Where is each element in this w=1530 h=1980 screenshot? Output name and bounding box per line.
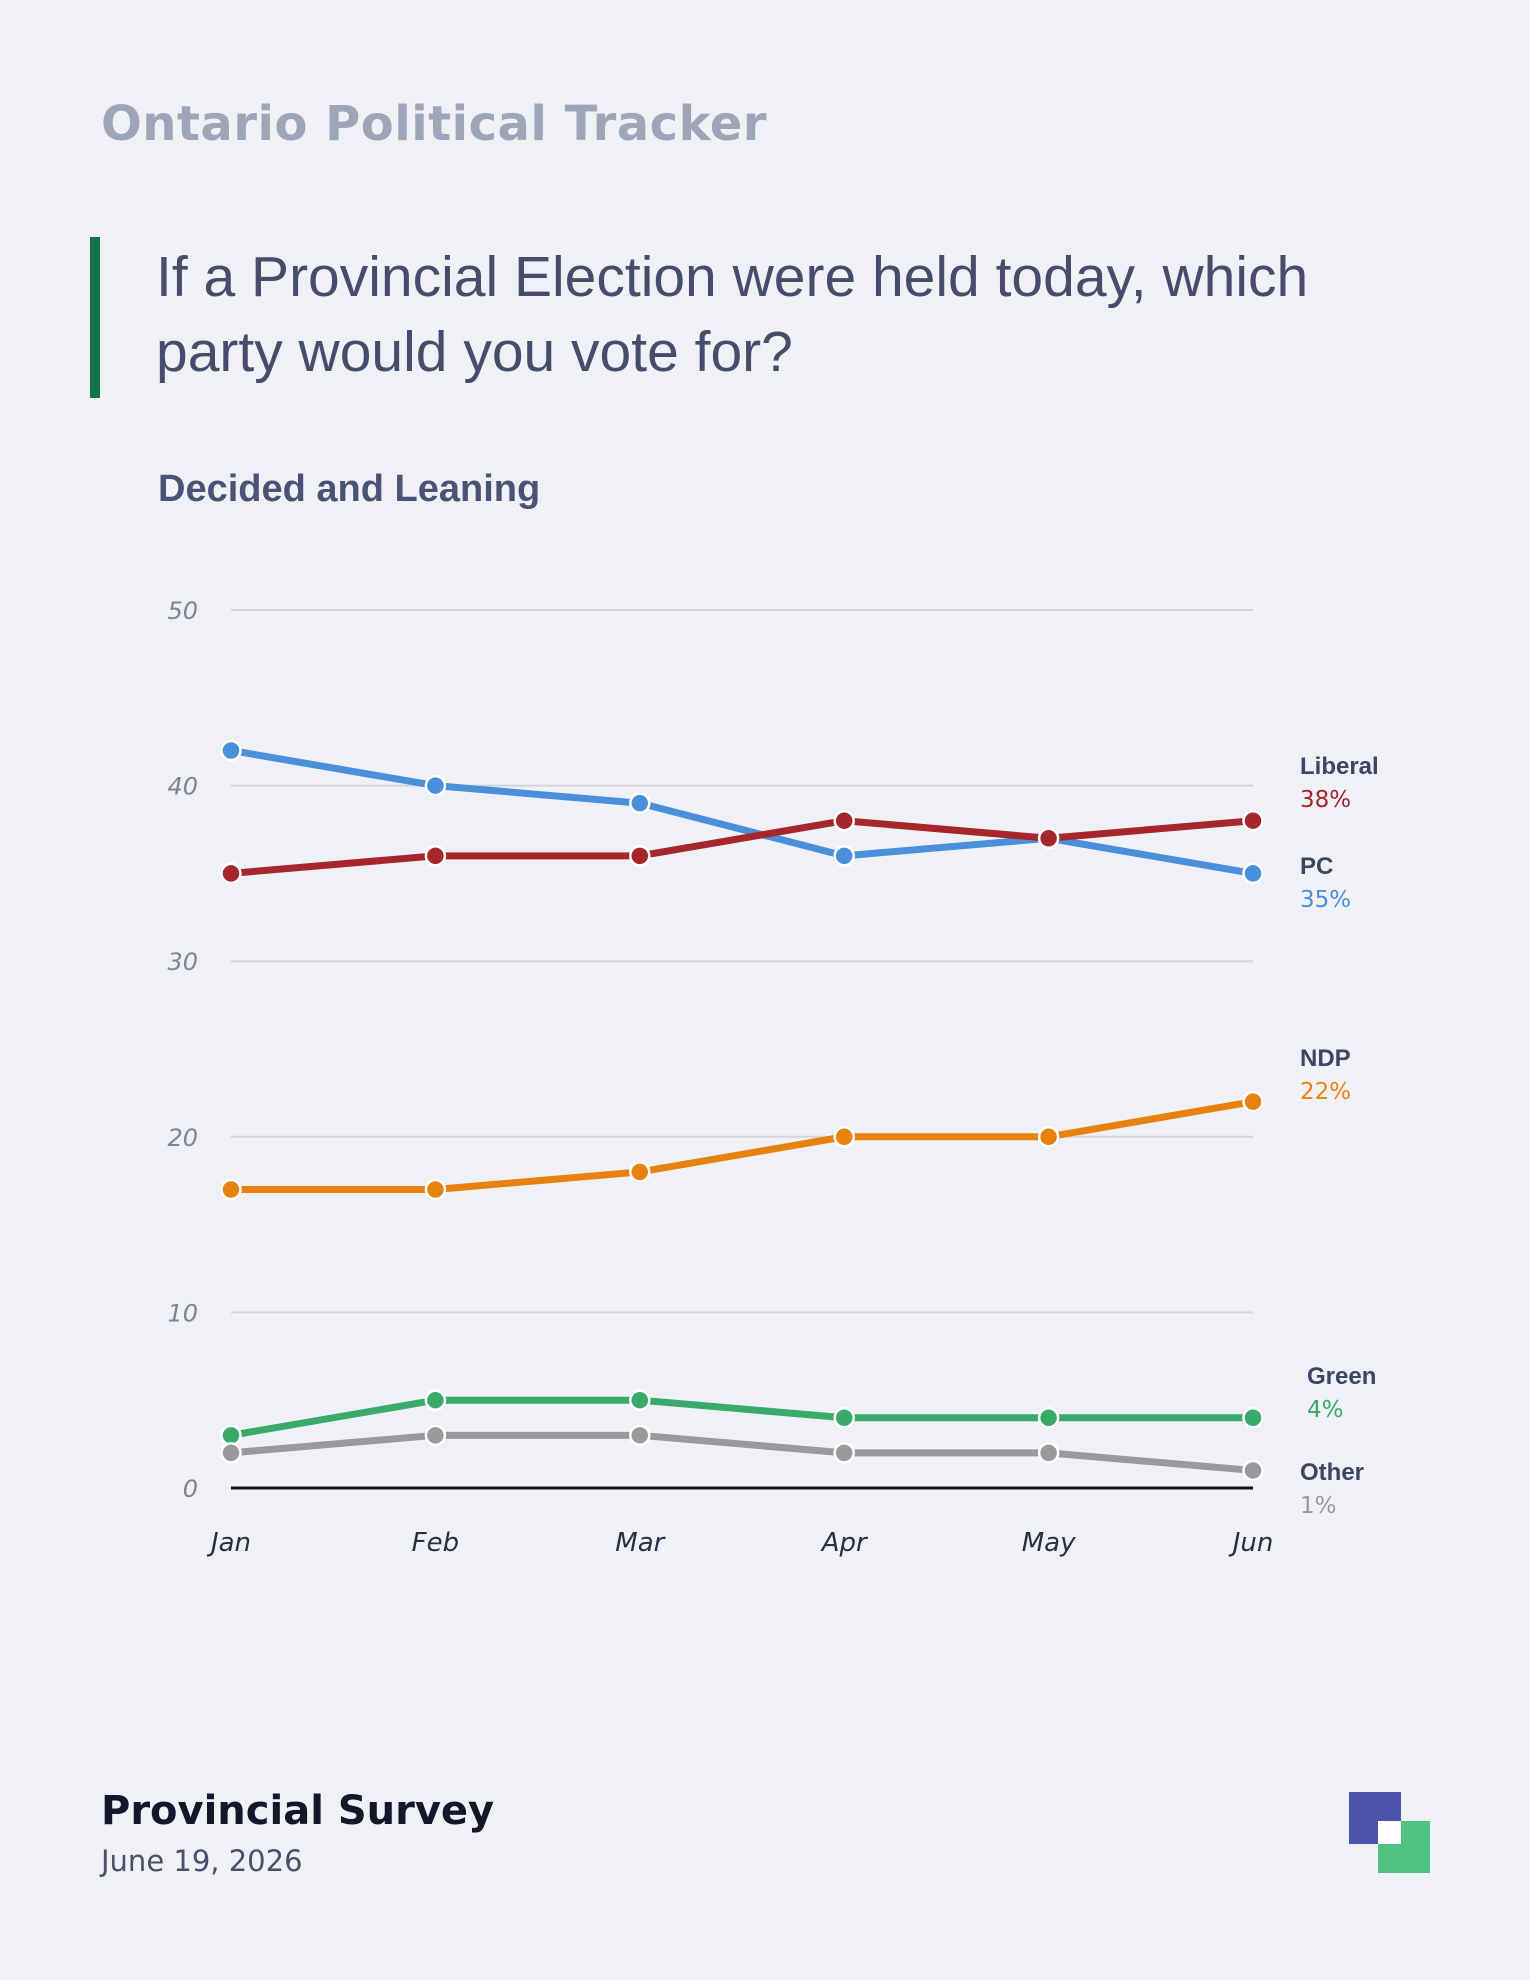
series-label-ndp: NDP bbox=[1300, 1045, 1351, 1072]
footer-title: Provincial Survey bbox=[101, 1788, 495, 1834]
data-point-other bbox=[424, 1424, 447, 1447]
y-tick-label: 10 bbox=[167, 1299, 198, 1327]
chart-subtitle: Decided and Leaning bbox=[158, 468, 541, 510]
series-value-green: 4% bbox=[1307, 1397, 1344, 1423]
logo-square-overlap bbox=[1378, 1821, 1401, 1844]
series-value-pc: 35% bbox=[1300, 887, 1351, 913]
data-point-pc bbox=[629, 792, 651, 814]
series-label-liberal: Liberal bbox=[1300, 753, 1379, 780]
series-layer bbox=[220, 739, 1264, 1482]
accent-bar bbox=[90, 237, 100, 398]
data-point-ndp bbox=[629, 1161, 651, 1183]
footer-date: June 19, 2026 bbox=[101, 1844, 303, 1878]
data-point-green bbox=[220, 1424, 242, 1447]
x-tick-label: Feb bbox=[412, 1528, 459, 1558]
data-point-liberal bbox=[833, 809, 855, 832]
question-text: If a Provincial Election were held today… bbox=[156, 245, 1309, 384]
data-point-other bbox=[1037, 1442, 1060, 1464]
data-point-pc bbox=[833, 845, 855, 867]
series-value-ndp: 22% bbox=[1300, 1079, 1351, 1105]
data-point-liberal bbox=[629, 845, 651, 867]
x-tick-label: Apr bbox=[820, 1528, 869, 1558]
series-line-green bbox=[227, 1396, 1257, 1439]
y-tick-label: 50 bbox=[167, 597, 198, 625]
y-tick-label: 40 bbox=[167, 773, 198, 801]
data-point-other bbox=[220, 1442, 242, 1464]
y-tick-label: 0 bbox=[183, 1475, 198, 1503]
data-point-liberal bbox=[220, 862, 242, 885]
x-tick-label: Jan bbox=[206, 1528, 251, 1558]
x-tick-label: Jun bbox=[1228, 1528, 1274, 1558]
series-label-pc: PC bbox=[1300, 853, 1333, 880]
data-point-pc bbox=[220, 739, 242, 762]
data-point-ndp bbox=[1037, 1126, 1060, 1148]
series-label-green: Green bbox=[1307, 1363, 1376, 1390]
data-point-green bbox=[424, 1389, 447, 1411]
data-point-liberal bbox=[1242, 809, 1264, 832]
label-layer: PC 35% Liberal 38% NDP 22% Green 4% Other 1% bbox=[1300, 753, 1379, 1519]
y-tick-label: 30 bbox=[167, 948, 198, 976]
series-line-pc bbox=[227, 746, 1257, 877]
data-point-green bbox=[833, 1407, 855, 1429]
line-chart: 0 10 20 30 40 50 Jan Feb Mar Apr May Jun PC 35% Liber… bbox=[167, 597, 1379, 1558]
data-point-green bbox=[629, 1389, 651, 1411]
y-tick-label: 20 bbox=[167, 1124, 198, 1152]
axis-layer: 0 10 20 30 40 50 Jan Feb Mar Apr May Jun bbox=[167, 597, 1273, 1558]
series-value-other: 1% bbox=[1300, 1493, 1337, 1519]
series-line-liberal bbox=[227, 817, 1257, 877]
series-label-other: Other bbox=[1300, 1459, 1364, 1486]
data-point-green bbox=[1037, 1407, 1060, 1429]
data-point-other bbox=[1242, 1459, 1264, 1482]
grid-layer bbox=[231, 609, 1253, 1314]
data-point-ndp bbox=[1242, 1090, 1264, 1113]
data-point-liberal bbox=[1037, 827, 1060, 850]
data-point-other bbox=[833, 1442, 855, 1464]
series-value-liberal: 38% bbox=[1300, 787, 1351, 813]
data-point-ndp bbox=[424, 1178, 447, 1201]
data-point-green bbox=[1242, 1407, 1264, 1429]
data-point-liberal bbox=[424, 845, 447, 867]
brand-title: Ontario Political Tracker bbox=[101, 96, 767, 152]
data-point-pc bbox=[424, 774, 447, 797]
brand-logo bbox=[1349, 1792, 1430, 1873]
data-point-pc bbox=[1242, 862, 1264, 885]
data-point-ndp bbox=[833, 1126, 855, 1148]
series-line-other bbox=[227, 1431, 1257, 1474]
series-line-ndp bbox=[227, 1098, 1257, 1193]
x-tick-label: May bbox=[1022, 1528, 1076, 1558]
data-point-other bbox=[629, 1424, 651, 1447]
x-tick-label: Mar bbox=[615, 1528, 666, 1558]
data-point-ndp bbox=[220, 1178, 242, 1201]
